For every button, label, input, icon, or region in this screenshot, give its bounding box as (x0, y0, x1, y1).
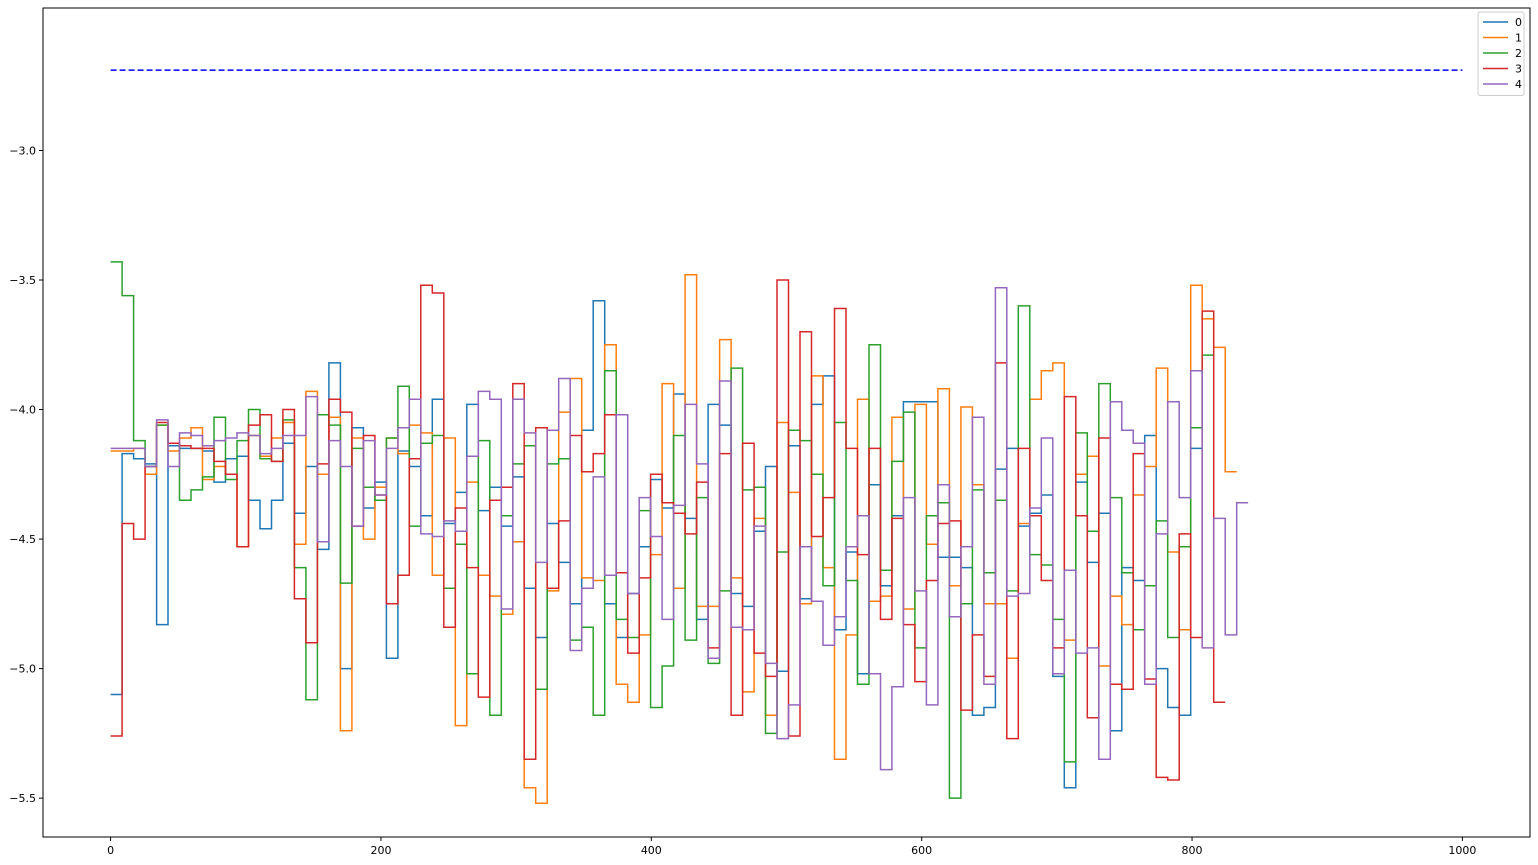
y-tick-label: −4.0 (9, 404, 36, 417)
x-tick-label: 200 (370, 844, 391, 857)
y-tick-label: −4.5 (9, 533, 36, 546)
y-tick-label: −5.5 (9, 792, 36, 805)
series-line-3 (110, 279, 1226, 781)
legend-label-4: 4 (1515, 78, 1522, 91)
legend-label-3: 3 (1515, 63, 1522, 76)
legend-label-2: 2 (1515, 47, 1522, 60)
y-tick-label: −3.0 (9, 144, 36, 157)
y-axis: −5.5 −5.0 −4.5 −4.0 −3.5 −3.0 (9, 144, 43, 805)
legend: 0 1 2 3 4 (1477, 11, 1525, 96)
x-tick-label: 0 (107, 844, 114, 857)
y-tick-label: −5.0 (9, 663, 36, 676)
series-line-1 (110, 274, 1237, 805)
legend-label-0: 0 (1515, 16, 1522, 29)
x-tick-label: 800 (1182, 844, 1203, 857)
axes-frame (42, 7, 1531, 838)
legend-label-1: 1 (1515, 32, 1522, 45)
plot-area (110, 69, 1463, 805)
x-tick-label: 600 (911, 844, 932, 857)
y-tick-label: −3.5 (9, 274, 36, 287)
x-tick-label: 1000 (1448, 844, 1476, 857)
x-axis: 0 200 400 600 800 1000 (107, 837, 1476, 857)
series-line-4 (110, 287, 1249, 771)
x-tick-label: 400 (641, 844, 662, 857)
